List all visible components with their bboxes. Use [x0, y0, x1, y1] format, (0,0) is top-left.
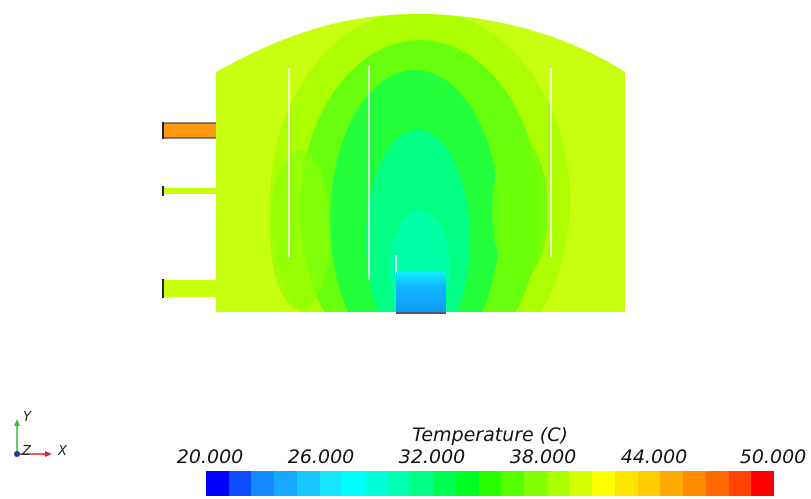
colorbar-segment: [478, 471, 502, 496]
colorbar-segment: [728, 471, 752, 496]
colorbar-segment: [683, 471, 706, 496]
cold-inlet: [396, 272, 446, 314]
colorbar-segment: [660, 471, 684, 496]
colorbar-segment: [501, 471, 525, 496]
pipe-bottom: [162, 279, 216, 298]
colorbar-segment: [251, 471, 275, 496]
colorbar-segment: [387, 471, 411, 496]
colorbar-segment: [569, 471, 593, 496]
legend-tick-label: 44.000: [620, 446, 688, 468]
axis-label-z: Z: [22, 444, 31, 459]
vessel-temperature-field: [216, 14, 625, 312]
colorbar-segment: [410, 471, 434, 496]
color-scale-bar: [206, 471, 774, 496]
colorbar-segment: [274, 471, 297, 496]
colorbar-segment: [342, 471, 366, 496]
colorbar-segment: [228, 471, 252, 496]
colorbar-segment: [296, 471, 320, 496]
colorbar-segment: [319, 471, 343, 496]
orientation-axes: Y Z X: [6, 410, 76, 470]
colorbar-segment: [365, 471, 388, 496]
axis-label-x: X: [58, 444, 67, 459]
pipe-middle: [162, 186, 216, 196]
colorbar-segment: [433, 471, 456, 496]
colorbar-segment: [637, 471, 661, 496]
colorbar-segment: [614, 471, 638, 496]
baffles: [288, 66, 552, 280]
legend-tick-label: 26.000: [287, 446, 355, 468]
axes-triad-icon: [14, 419, 52, 457]
colorbar-segment: [592, 471, 615, 496]
legend-tick-label: 50.000: [739, 446, 807, 468]
legend-tick-label: 32.000: [398, 446, 466, 468]
legend-tick-label: 20.000: [176, 446, 244, 468]
colorbar-segment: [206, 471, 229, 496]
colorbar-segment: [455, 471, 479, 496]
colorbar-segment: [546, 471, 570, 496]
legend-tick-label: 38.000: [509, 446, 577, 468]
legend-title: Temperature (C): [412, 424, 568, 446]
colorbar-segment: [705, 471, 729, 496]
axis-label-y: Y: [23, 410, 31, 425]
colorbar-segment: [524, 471, 547, 496]
colorbar-segment: [751, 471, 774, 496]
